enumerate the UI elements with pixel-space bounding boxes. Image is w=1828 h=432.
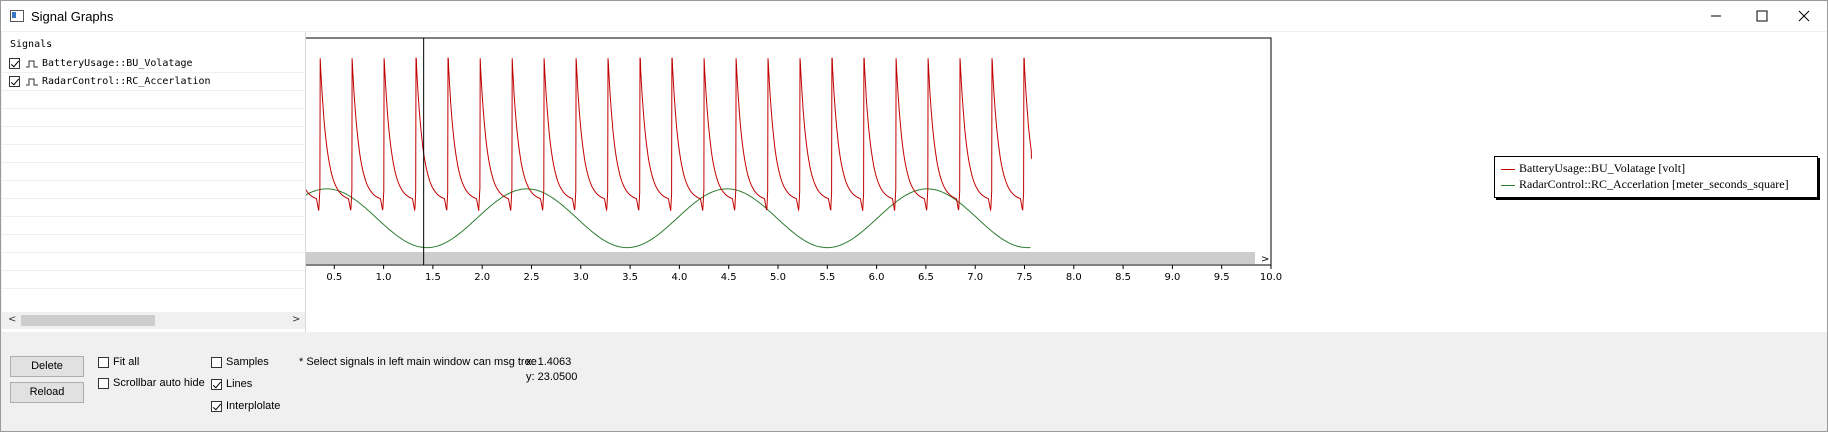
scrollbar-auto-hide-checkbox[interactable] (98, 378, 109, 389)
maximize-button[interactable] (1739, 1, 1785, 31)
square-wave-icon (26, 78, 38, 86)
lines-label: Lines (226, 378, 252, 390)
x-tick-label: 3.5 (622, 272, 638, 283)
y-readout: y: 23.0500 (526, 371, 577, 383)
plot-scrollbar-thumb (306, 252, 1255, 264)
legend-entry-radar: RadarControl::RC_Accerlation [meter_seco… (1501, 177, 1789, 193)
interpolate-checkbox[interactable] (211, 401, 222, 412)
x-tick-label: 8.5 (1115, 272, 1131, 283)
legend-line-swatch (1501, 185, 1515, 186)
close-icon (1798, 10, 1810, 22)
x-tick-label: 6.5 (918, 272, 934, 283)
chart-legend: BatteryUsage::BU_Volatage [volt] RadarCo… (1494, 156, 1818, 198)
plot-scroll-right-icon: > (1261, 254, 1269, 265)
signal-tree: BatteryUsage::BU_Volatage RadarControl::… (2, 55, 305, 289)
scroll-left-arrow-icon[interactable]: < (8, 314, 16, 325)
tree-empty-row (2, 163, 305, 181)
x-tick-label: 9.0 (1164, 272, 1180, 283)
lines-checkbox[interactable] (211, 379, 222, 390)
x-tick-label: 1.0 (376, 272, 392, 283)
signal-label: RadarControl::RC_Accerlation (42, 76, 211, 87)
interpolate-label: Interplolate (226, 400, 280, 412)
fit-all-label: Fit all (113, 356, 139, 368)
legend-line-swatch (1501, 169, 1515, 170)
samples-checkbox[interactable] (211, 357, 222, 368)
tree-empty-row (2, 91, 305, 109)
legend-entry-battery: BatteryUsage::BU_Volatage [volt] (1501, 161, 1685, 177)
maximize-icon (1756, 10, 1768, 22)
plot-frame (306, 38, 1271, 265)
x-tick-label: 0.5 (326, 272, 342, 283)
x-tick-label: 2.0 (474, 272, 490, 283)
tree-empty-row (2, 253, 305, 271)
window-title: Signal Graphs (31, 9, 113, 24)
legend-label: BatteryUsage::BU_Volatage [volt] (1519, 161, 1685, 175)
title-bar: Signal Graphs (1, 1, 1827, 31)
controls-bar: Delete Reload Fit all Scrollbar auto hid… (2, 335, 1827, 431)
tree-empty-row (2, 199, 305, 217)
signals-header: Signals (10, 39, 52, 50)
samples-label: Samples (226, 356, 269, 368)
delete-button[interactable]: Delete (10, 356, 84, 377)
tree-empty-row (2, 181, 305, 199)
x-tick-label: 7.5 (1017, 272, 1033, 283)
scrollbar-auto-hide-label: Scrollbar auto hide (113, 377, 205, 389)
square-wave-icon (26, 60, 38, 68)
legend-label: RadarControl::RC_Accerlation [meter_seco… (1519, 177, 1789, 191)
close-button[interactable] (1781, 1, 1827, 31)
x-tick-label: 1.5 (425, 272, 441, 283)
x-tick-label: 9.5 (1214, 272, 1230, 283)
x-tick-label: 4.5 (721, 272, 737, 283)
signal-checkbox[interactable] (9, 58, 20, 69)
x-readout: x: 1.4063 (526, 356, 571, 368)
x-tick-label: 5.5 (819, 272, 835, 283)
x-tick-label: 2.5 (524, 272, 540, 283)
x-tick-label: 6.0 (869, 272, 885, 283)
selection-hint: * Select signals in left main window can… (299, 356, 537, 368)
x-tick-label: 3.0 (573, 272, 589, 283)
x-tick-label: 7.0 (967, 272, 983, 283)
signals-panel: Signals BatteryUsage::BU_Volatage RadarC… (2, 32, 306, 332)
signals-horizontal-scrollbar[interactable]: < > (2, 312, 305, 329)
signal-item-battery-usage[interactable]: BatteryUsage::BU_Volatage (2, 55, 305, 73)
reload-button[interactable]: Reload (10, 382, 84, 403)
signal-label: BatteryUsage::BU_Volatage (42, 58, 193, 69)
tree-empty-row (2, 217, 305, 235)
x-tick-label: 4.0 (671, 272, 687, 283)
x-tick-label: 5.0 (770, 272, 786, 283)
tree-empty-row (2, 127, 305, 145)
app-icon (10, 10, 24, 22)
x-tick-label: 8.0 (1066, 272, 1082, 283)
x-tick-label: 10.0 (1260, 272, 1282, 283)
plot-panel: -5051015200.00.51.01.52.02.53.03.54.04.5… (306, 32, 1827, 332)
tree-empty-row (2, 145, 305, 163)
minimize-icon (1710, 10, 1722, 22)
tree-empty-row (2, 109, 305, 127)
fit-all-checkbox[interactable] (98, 357, 109, 368)
signal-checkbox[interactable] (9, 76, 20, 87)
scrollbar-thumb[interactable] (21, 315, 155, 326)
signal-item-radar-control[interactable]: RadarControl::RC_Accerlation (2, 73, 305, 91)
tree-empty-row (2, 235, 305, 253)
scroll-right-arrow-icon[interactable]: > (292, 314, 300, 325)
minimize-button[interactable] (1693, 1, 1739, 31)
tree-empty-row (2, 271, 305, 289)
